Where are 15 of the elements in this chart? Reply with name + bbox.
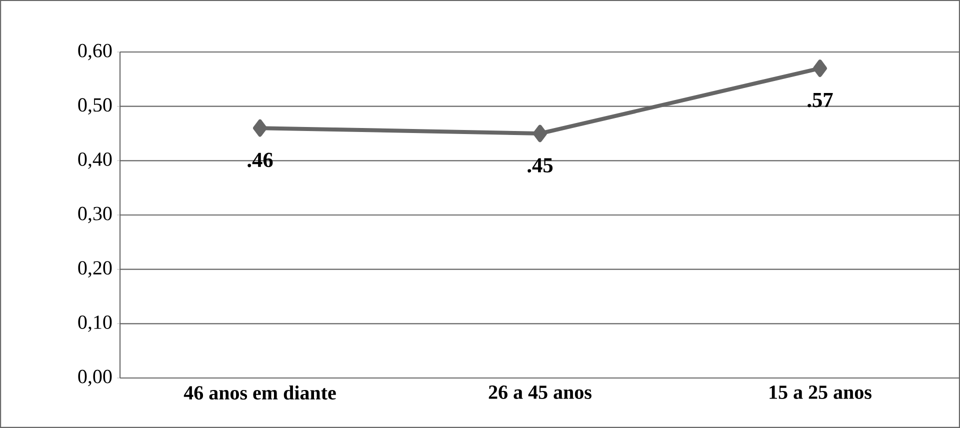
point	[812, 60, 827, 77]
data-label: .45	[528, 158, 553, 173]
point	[533, 124, 548, 142]
y-tick-label: 0,00	[78, 370, 112, 386]
x-tick-label: 46 anos em diante	[184, 386, 336, 400]
y-tick-label: 0,50	[78, 98, 112, 115]
y-tick-label: 0,60	[78, 44, 112, 60]
y-tick-label: 0,30	[78, 206, 112, 224]
x-tick-label: 26 a 45 anos	[488, 386, 592, 399]
point	[253, 119, 268, 137]
x-tick-label: 15 a 25 anos	[770, 386, 872, 399]
y-tick-label: 0,20	[78, 261, 112, 278]
data-label: .57	[808, 93, 833, 108]
y-tick-label: 0,10	[78, 315, 112, 332]
y-tick-label: 0,40	[78, 152, 112, 169]
